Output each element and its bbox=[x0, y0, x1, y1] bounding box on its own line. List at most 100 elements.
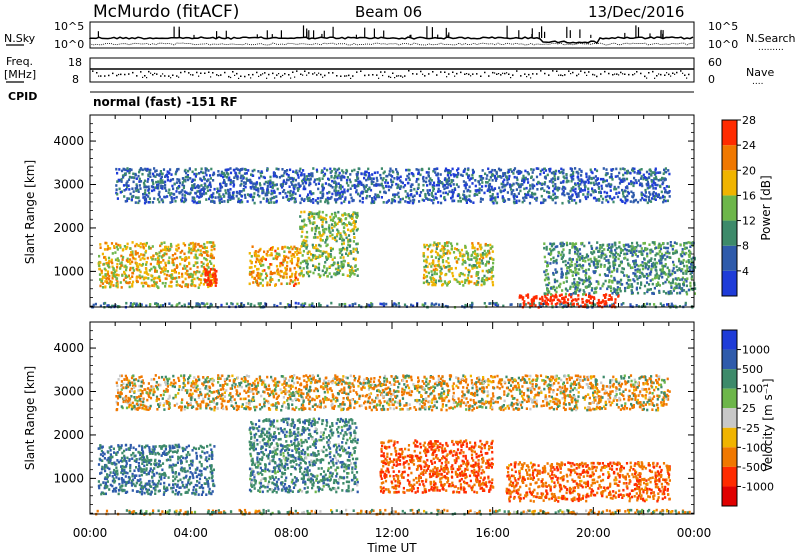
echo-cell bbox=[166, 274, 168, 277]
echo-cell bbox=[103, 256, 105, 259]
echo-cell bbox=[482, 252, 484, 255]
echo-cell bbox=[670, 286, 672, 289]
date-title: 13/Dec/2016 bbox=[588, 3, 684, 21]
echo-cell bbox=[277, 168, 279, 171]
echo-cell bbox=[331, 170, 333, 173]
echo-cell bbox=[302, 182, 304, 185]
noise-left-tick-bottom: 10^0 bbox=[54, 38, 84, 51]
echo-cell bbox=[333, 262, 335, 265]
echo-cell bbox=[547, 299, 549, 302]
echo-cell bbox=[646, 277, 648, 280]
echo-cell bbox=[585, 300, 587, 303]
echo-cell bbox=[472, 172, 474, 175]
echo-cell bbox=[214, 277, 216, 280]
echo-cell bbox=[683, 244, 685, 247]
echo-cell bbox=[573, 199, 575, 202]
nave-dot bbox=[98, 76, 99, 77]
echo-cell bbox=[510, 188, 512, 191]
echo-cell bbox=[265, 258, 267, 261]
echo-cell bbox=[541, 187, 543, 190]
echo-cell bbox=[435, 264, 437, 267]
echo-cell bbox=[153, 278, 155, 281]
echo-cell bbox=[598, 187, 600, 190]
echo-cell bbox=[305, 247, 307, 250]
echo-cell bbox=[154, 258, 156, 261]
echo-cell bbox=[692, 267, 694, 270]
echo-cell bbox=[295, 179, 297, 182]
echo-cell bbox=[624, 202, 626, 205]
nave-dot bbox=[502, 73, 503, 74]
echo-cell bbox=[663, 304, 665, 307]
echo-cell bbox=[689, 254, 691, 257]
echo-cell bbox=[527, 296, 529, 299]
echo-cell bbox=[660, 248, 662, 251]
echo-cell bbox=[125, 302, 127, 305]
echo-cell bbox=[198, 278, 200, 281]
echo-cell bbox=[336, 271, 338, 274]
nave-dot bbox=[304, 71, 306, 73]
echo-cell bbox=[412, 173, 414, 176]
echo-cell bbox=[423, 252, 425, 255]
echo-cell bbox=[216, 188, 218, 191]
echo-cell bbox=[104, 248, 106, 251]
echo-cell bbox=[652, 278, 654, 281]
echo-cell bbox=[129, 286, 131, 289]
echo-cell bbox=[608, 298, 610, 301]
echo-cell bbox=[555, 294, 557, 297]
echo-cell bbox=[632, 170, 634, 173]
echo-cell bbox=[431, 284, 433, 287]
echo-cell bbox=[307, 273, 309, 276]
nave-dot bbox=[306, 75, 307, 76]
echo-cell bbox=[383, 177, 385, 180]
echo-cell bbox=[153, 197, 155, 200]
echo-cell bbox=[314, 265, 316, 268]
echo-cell bbox=[643, 174, 645, 177]
nave-dot bbox=[540, 70, 542, 72]
echo-cell bbox=[444, 282, 446, 285]
echo-cell bbox=[426, 244, 428, 247]
echo-cell bbox=[193, 264, 195, 267]
echo-cell bbox=[554, 281, 556, 284]
echo-cell bbox=[490, 247, 492, 250]
echo-cell bbox=[295, 277, 297, 280]
echo-cell bbox=[350, 187, 352, 190]
echo-cell bbox=[556, 280, 558, 283]
echo-cell bbox=[205, 192, 207, 195]
echo-cell bbox=[318, 244, 320, 247]
nave-dot bbox=[456, 73, 458, 75]
echo-cell bbox=[564, 260, 566, 263]
echo-cell bbox=[256, 268, 258, 271]
echo-cell bbox=[574, 167, 576, 170]
echo-cell bbox=[658, 243, 660, 246]
echo-cell bbox=[147, 285, 149, 288]
echo-cell bbox=[562, 261, 564, 264]
echo-cell bbox=[107, 273, 109, 276]
echo-cell bbox=[263, 183, 265, 186]
echo-cell bbox=[332, 229, 334, 232]
echo-cell bbox=[252, 281, 254, 284]
echo-cell bbox=[625, 244, 627, 247]
echo-cell bbox=[478, 277, 480, 280]
echo-cell bbox=[597, 283, 599, 286]
echo-cell bbox=[184, 194, 186, 197]
echo-cell bbox=[171, 185, 173, 188]
echo-cell bbox=[445, 192, 447, 195]
echo-cell bbox=[292, 281, 294, 284]
nave-dot bbox=[394, 77, 395, 78]
nave-dot bbox=[446, 76, 447, 77]
echo-cell bbox=[213, 248, 215, 251]
echo-cell bbox=[136, 276, 138, 279]
echo-cell bbox=[152, 245, 154, 248]
echo-cell bbox=[291, 255, 293, 258]
echo-cell bbox=[676, 266, 678, 269]
echo-cell bbox=[142, 263, 144, 266]
echo-cell bbox=[112, 277, 114, 280]
echo-cell bbox=[239, 193, 241, 196]
echo-cell bbox=[292, 170, 294, 173]
echo-cell bbox=[174, 271, 176, 274]
echo-cell bbox=[424, 276, 426, 279]
echo-cell bbox=[453, 251, 455, 254]
echo-cell bbox=[277, 247, 279, 250]
echo-cell bbox=[576, 253, 578, 256]
echo-cell bbox=[540, 302, 542, 305]
